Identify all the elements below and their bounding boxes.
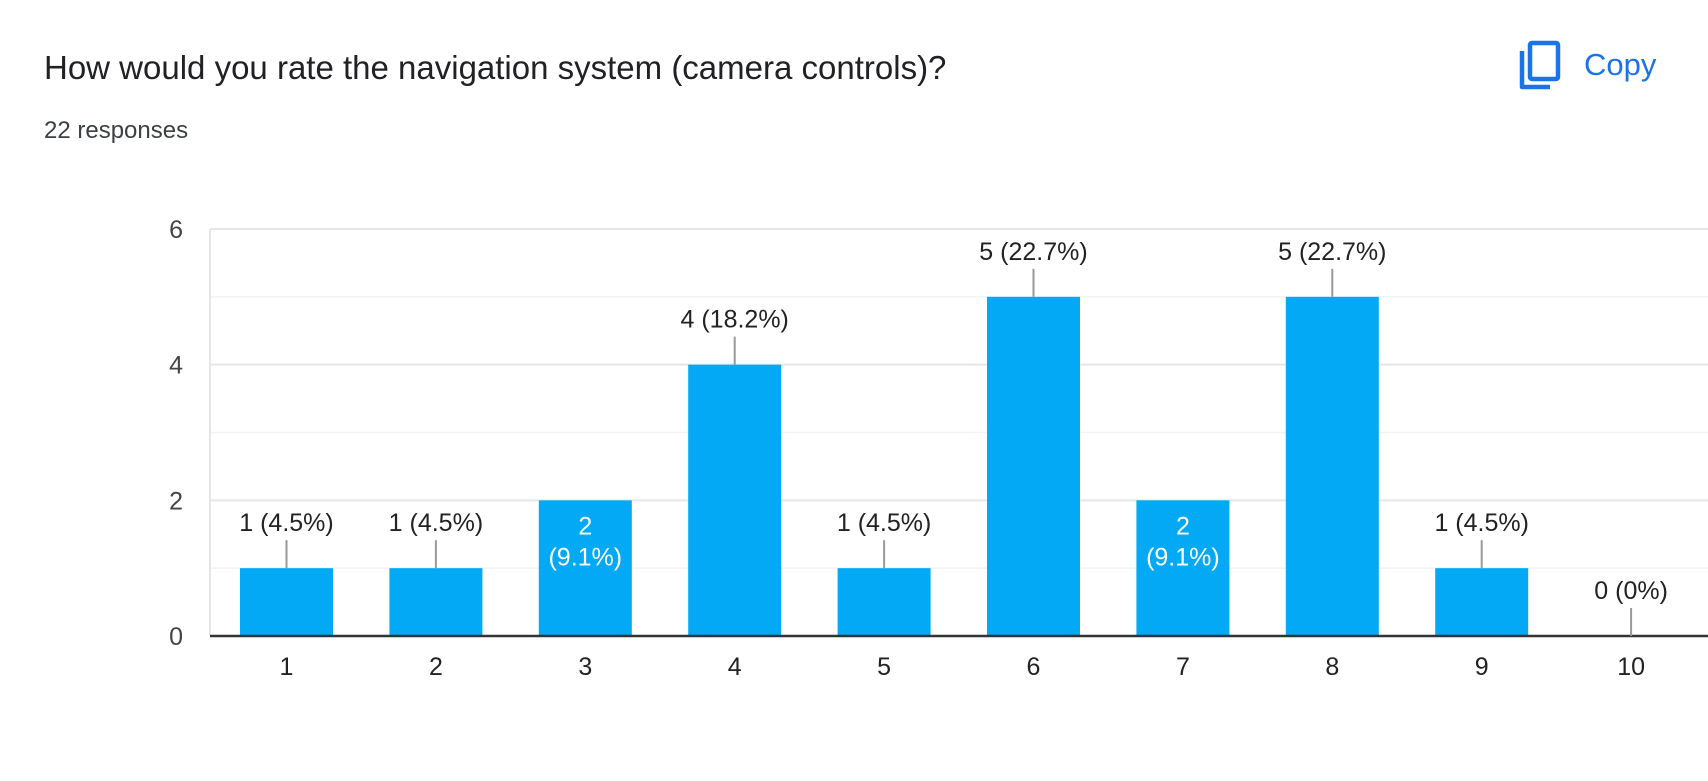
x-tick-label: 6 xyxy=(1027,653,1041,681)
y-tick-label: 4 xyxy=(169,352,183,380)
data-label: 2 (9.1%) xyxy=(548,512,622,571)
y-tick-label: 0 xyxy=(169,623,183,651)
x-tick-label: 1 xyxy=(280,653,294,681)
copy-icon xyxy=(1519,40,1561,90)
x-tick-label: 7 xyxy=(1176,653,1190,681)
bar xyxy=(240,568,333,636)
bar xyxy=(538,500,632,636)
data-label: 1 (4.5%) xyxy=(389,509,483,537)
question-title: How would you rate the navigation system… xyxy=(44,49,947,86)
bar xyxy=(1136,500,1230,636)
x-tick-label: 10 xyxy=(1617,653,1645,681)
data-label: 1 (4.5%) xyxy=(1434,509,1528,537)
bar xyxy=(987,296,1080,636)
copy-button[interactable]: Copy xyxy=(1510,34,1664,96)
data-label: 5 (22.7%) xyxy=(1278,238,1386,266)
x-tick-label: 2 xyxy=(429,653,443,681)
bar xyxy=(389,568,483,636)
x-tick-label: 3 xyxy=(578,653,592,681)
bar xyxy=(1435,568,1529,636)
data-label: 5 (22.7%) xyxy=(979,238,1087,266)
data-label: 1 (4.5%) xyxy=(239,509,333,537)
bar xyxy=(837,568,931,636)
data-label: 4 (18.2%) xyxy=(681,306,789,334)
response-count: 22 responses xyxy=(44,117,189,144)
x-tick-label: 5 xyxy=(877,653,891,681)
data-label: 2 (9.1%) xyxy=(1146,512,1220,571)
y-tick-label: 6 xyxy=(169,216,183,244)
x-tick-label: 9 xyxy=(1475,653,1489,681)
copy-label: Copy xyxy=(1584,47,1657,82)
x-tick-label: 4 xyxy=(728,653,742,681)
y-tick-label: 2 xyxy=(169,487,183,515)
bar xyxy=(688,364,782,636)
bar xyxy=(1285,296,1379,636)
data-label: 1 (4.5%) xyxy=(837,509,931,537)
data-label: 0 (0%) xyxy=(1594,577,1668,605)
x-tick-label: 8 xyxy=(1325,653,1339,681)
